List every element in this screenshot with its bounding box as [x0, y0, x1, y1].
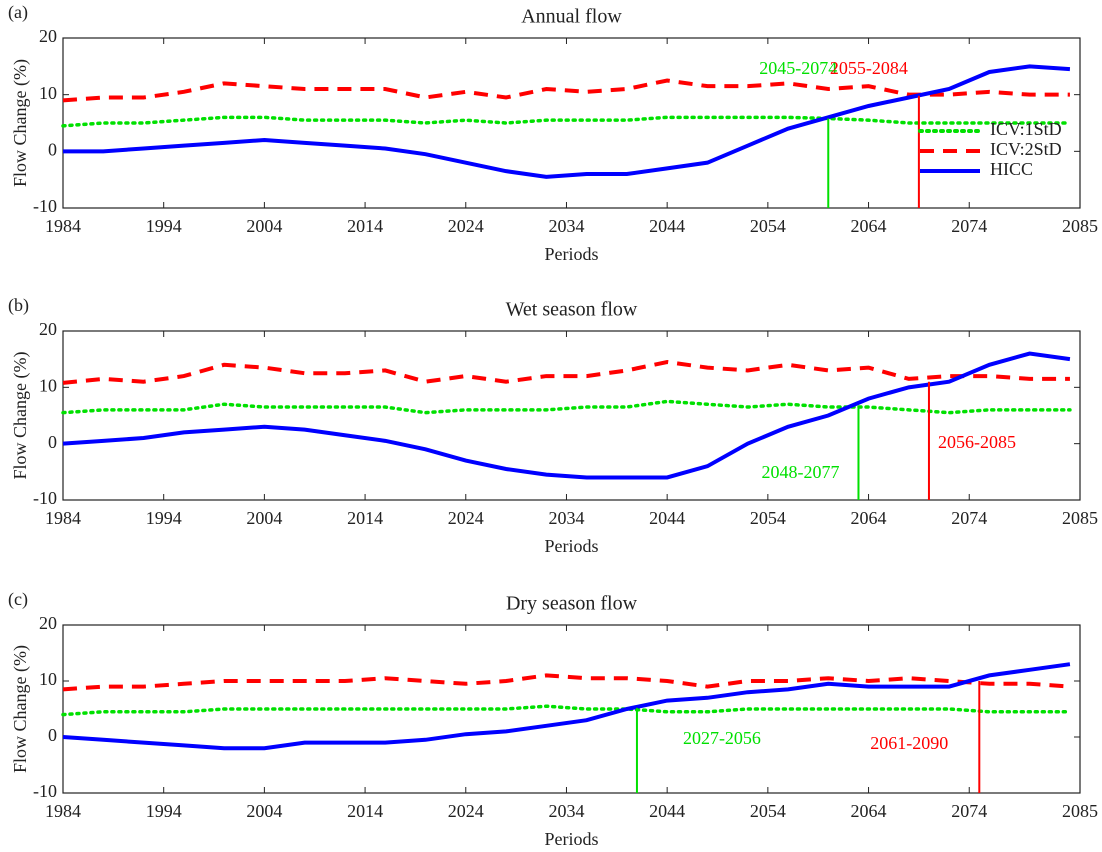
x-tick-label: 2064 [851, 216, 887, 236]
x-tick-label: 2034 [548, 801, 584, 821]
y-tick-label: -10 [33, 781, 57, 801]
x-tick-label: 2074 [951, 508, 987, 528]
y-axis-label: Flow Change (%) [10, 645, 31, 773]
annotation-label: 2055-2084 [830, 58, 908, 78]
x-tick-label: 1994 [146, 801, 182, 821]
series-line [62, 359, 1070, 385]
plot-frame [62, 37, 1081, 209]
x-tick-label: 2044 [649, 216, 685, 236]
legend-label: ICV:1StD [990, 119, 1062, 139]
series-line [62, 673, 1071, 692]
series-line [61, 704, 1072, 717]
x-axis-label: Periods [545, 829, 599, 849]
y-tick-label: 20 [39, 26, 57, 46]
x-tick-label: 2034 [548, 508, 584, 528]
x-tick-label: 2054 [750, 508, 786, 528]
x-tick-label: 2004 [246, 216, 282, 236]
x-tick-label: 2054 [750, 801, 786, 821]
y-tick-label: 20 [39, 319, 57, 339]
chart-title: Dry season flow [506, 593, 638, 615]
x-tick-label: 2004 [246, 508, 282, 528]
annotation-label: 2048-2077 [761, 462, 839, 482]
x-tick-label: 2064 [851, 801, 887, 821]
x-tick-label: 1994 [146, 508, 182, 528]
y-tick-label: 10 [39, 669, 57, 689]
annotation-label: 2045-2074 [759, 58, 837, 78]
x-tick-label: 1984 [45, 216, 81, 236]
legend-label: ICV:2StD [990, 139, 1062, 159]
x-tick-label: 2014 [347, 508, 383, 528]
annotation-label: 2027-2056 [683, 728, 761, 748]
series-line [61, 399, 1072, 415]
x-tick-label: 1994 [146, 216, 182, 236]
x-tick-label: 2024 [448, 508, 484, 528]
x-tick-label: 2004 [246, 801, 282, 821]
legend-label: HICC [990, 159, 1033, 179]
x-tick-label: 2044 [649, 801, 685, 821]
plot-frame [62, 330, 1081, 501]
x-axis-label: Periods [545, 244, 599, 264]
x-tick-label: 2064 [851, 508, 887, 528]
series-line [62, 662, 1071, 751]
chart-title: Wet season flow [506, 299, 638, 321]
y-axis-label: Flow Change (%) [10, 59, 31, 187]
annotation-label: 2061-2090 [870, 733, 948, 753]
x-tick-label: 2024 [448, 216, 484, 236]
x-axis-label: Periods [545, 536, 599, 556]
x-tick-label: 2085 [1062, 508, 1098, 528]
x-tick-label: 2034 [548, 216, 584, 236]
x-tick-label: 1984 [45, 801, 81, 821]
panel-label: (c) [8, 589, 28, 610]
chart-title: Annual flow [521, 6, 622, 28]
series-line [63, 64, 1071, 179]
x-tick-label: 2074 [951, 801, 987, 821]
y-tick-label: 20 [39, 613, 57, 633]
x-tick-label: 2054 [750, 216, 786, 236]
y-tick-label: 0 [48, 432, 57, 452]
x-tick-label: 2014 [347, 216, 383, 236]
series-line [62, 78, 1070, 103]
series-line [62, 351, 1071, 480]
panel-label: (b) [8, 295, 29, 316]
x-tick-label: 2014 [347, 801, 383, 821]
x-tick-label: 1984 [45, 508, 81, 528]
plot-frame [62, 624, 1081, 794]
y-tick-label: 0 [48, 139, 57, 159]
y-tick-label: -10 [33, 488, 57, 508]
y-tick-label: 10 [39, 83, 57, 103]
x-tick-label: 2085 [1062, 216, 1098, 236]
y-tick-label: 0 [48, 725, 57, 745]
x-tick-label: 2024 [448, 801, 484, 821]
panel-label: (a) [8, 2, 28, 23]
y-tick-label: 10 [39, 375, 57, 395]
x-tick-label: 2074 [951, 216, 987, 236]
x-tick-label: 2085 [1062, 801, 1098, 821]
annotation-label: 2056-2085 [938, 432, 1016, 452]
series-line [61, 115, 1072, 128]
x-tick-label: 2044 [649, 508, 685, 528]
y-axis-label: Flow Change (%) [10, 352, 31, 480]
y-tick-label: -10 [33, 196, 57, 216]
